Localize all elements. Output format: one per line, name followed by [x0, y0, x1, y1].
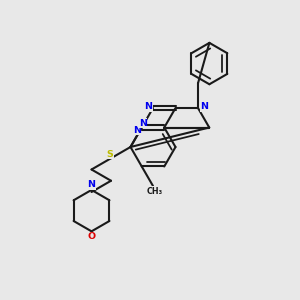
- Text: N: N: [144, 102, 152, 111]
- Text: N: N: [139, 119, 147, 128]
- Text: N: N: [201, 102, 208, 111]
- Text: N: N: [133, 126, 141, 135]
- Text: CH₃: CH₃: [146, 187, 163, 196]
- Text: N: N: [88, 180, 95, 189]
- Text: S: S: [106, 150, 113, 159]
- Text: O: O: [88, 232, 96, 241]
